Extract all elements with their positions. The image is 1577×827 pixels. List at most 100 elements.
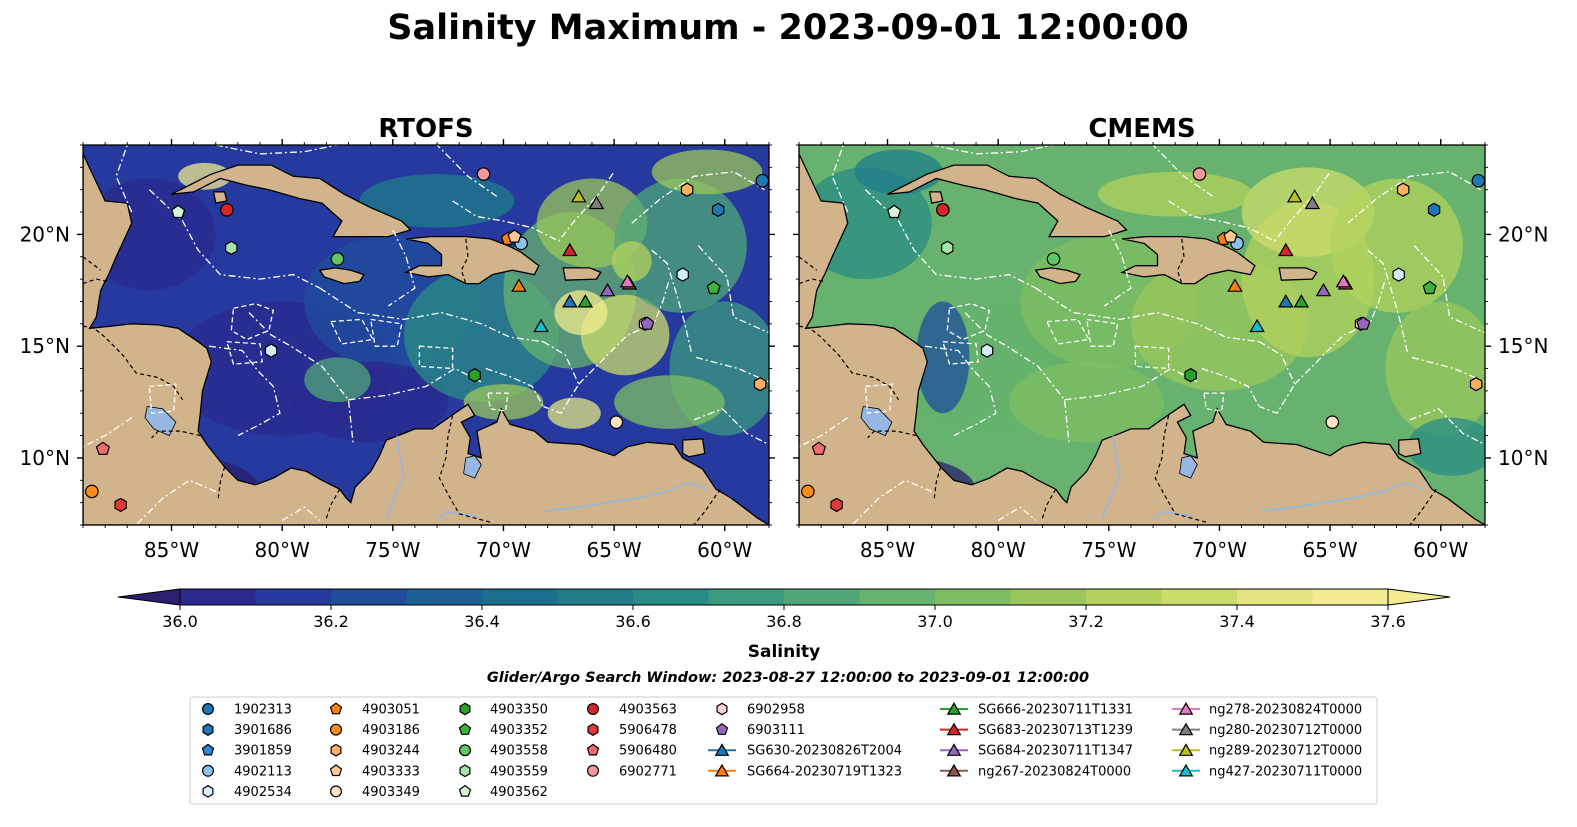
legend-marker (202, 702, 215, 715)
legend-label: 4903051 (362, 703, 420, 718)
legend-marker (330, 723, 343, 736)
legend-item: 4903350 (459, 702, 548, 718)
legend-marker (586, 764, 599, 777)
legend-label: 4903333 (362, 764, 420, 779)
x-tick-label: 70°W (1192, 538, 1247, 562)
platform-markers (801, 167, 1485, 513)
platform-marker-4903349 (609, 415, 624, 429)
legend-label: 3901686 (234, 723, 292, 738)
map-panel-cmems: 85°W 80°W 75°W 70°W 65°W 60°W 10°N 15°N 20°N CMEM… (793, 114, 1548, 562)
colorbar-segment (1237, 589, 1313, 605)
platform-marker-SG684-20230711T1347 (599, 282, 616, 297)
legend-label: 6902771 (619, 764, 677, 779)
platform-marker-4903244 (1469, 377, 1483, 392)
legend-marker (714, 763, 730, 777)
legend-item: ng280-20230712T0000 (1172, 722, 1362, 738)
legend-item: SG684-20230711T1347 (940, 743, 1133, 759)
platform-marker-4903352 (1422, 280, 1437, 295)
legend-item: 4903558 (459, 744, 548, 759)
platform-legend: 1902313 3901686 3901859 4902113 4902534 49030… (189, 696, 1378, 805)
legend-item: SG664-20230719T1323 (708, 763, 902, 779)
platform-marker-5906478 (114, 497, 127, 513)
platform-marker-SG664-20230719T1323 (511, 278, 527, 292)
legend-label: SG683-20230713T1239 (978, 723, 1133, 738)
colorbar-tick-label: 37.0 (917, 612, 953, 631)
figure-title: Salinity Maximum - 2023-09-01 12:00:00 (387, 8, 1188, 48)
legend-marker (946, 702, 962, 715)
legend-marker (459, 702, 471, 716)
platform-marker-4903559 (225, 240, 238, 255)
platform-marker-4903562 (887, 204, 902, 219)
legend-label: 1902313 (234, 703, 292, 718)
legend-label: 4903352 (490, 723, 548, 738)
axis-ticks: 85°W 80°W 75°W 70°W 65°W 60°W 10°N 15°N 20°N (20, 139, 775, 562)
colorbar-segment (935, 589, 1011, 605)
y-tick-label: 15°N (20, 334, 70, 358)
legend-marker (202, 785, 214, 798)
legend-marker (946, 763, 962, 777)
legend-marker (201, 743, 215, 756)
legend-marker (716, 702, 728, 716)
legend-marker (458, 784, 472, 797)
x-tick-label: 60°W (697, 538, 752, 562)
colorbar-extend-high (1387, 588, 1451, 606)
platform-marker-SG666-20230711T1331 (577, 294, 594, 308)
platform-marker-4903349 (1325, 415, 1340, 429)
colorbar-segment (1161, 589, 1238, 605)
legend-label: 3901859 (234, 744, 292, 759)
colorbar-tick-label: 36.4 (464, 612, 500, 631)
legend-marker (329, 702, 343, 715)
platform-marker-SG630-20230826T2004 (562, 294, 578, 308)
legend-marker (586, 743, 600, 756)
colorbar-segment (708, 589, 785, 605)
y-tick-label: 20°N (20, 222, 70, 246)
legend-marker (587, 723, 599, 736)
colorbar-tick-label: 37.4 (1219, 612, 1255, 631)
platform-marker-4903563 (220, 203, 234, 217)
map-frame (798, 144, 1486, 526)
legend-marker (202, 723, 214, 736)
platform-marker-ng427-20230711T0000 (1249, 318, 1265, 333)
colorbar-extend-low (117, 588, 181, 606)
panel-title-rtofs: RTOFS (378, 114, 473, 144)
platform-marker-SG664-20230719T1323 (1227, 278, 1243, 292)
colorbar-segment (1312, 589, 1389, 605)
platform-marker-4903244 (753, 377, 767, 392)
legend-marker (586, 702, 599, 715)
platform-marker-4903558 (330, 252, 345, 266)
legend-label: SG684-20230711T1347 (978, 744, 1133, 759)
legend-box (189, 696, 1378, 805)
x-tick-label: 85°W (860, 538, 915, 562)
colorbar-segment (482, 589, 558, 605)
legend-label: SG664-20230719T1323 (747, 764, 902, 779)
platform-marker-SG683-20230713T1239 (1278, 242, 1294, 257)
legend-item: 4903352 (458, 723, 548, 738)
legend-marker (330, 743, 342, 757)
legend-marker (1178, 743, 1194, 756)
platform-marker-4902534 (264, 343, 278, 358)
platform-marker-1902313 (1471, 173, 1485, 188)
legend-item: ng278-20230824T0000 (1172, 702, 1362, 718)
platform-marker-4902534 (676, 267, 689, 282)
legend-item: ng289-20230712T0000 (1172, 743, 1362, 759)
y-tick-label: 20°N (1498, 222, 1548, 246)
legend-item: 4903186 (330, 723, 420, 738)
colorbar-segment (255, 589, 332, 605)
legend-label: 4902534 (234, 785, 292, 800)
platform-markers (85, 167, 769, 513)
legend-item: 4902113 (202, 764, 292, 779)
panel-title-cmems: CMEMS (1088, 114, 1195, 144)
legend-label: 4903558 (490, 744, 548, 759)
legend-label: ng278-20230824T0000 (1209, 703, 1362, 718)
platform-marker-4903333 (1223, 229, 1238, 243)
legend-marker (330, 785, 343, 798)
y-tick-label: 10°N (1498, 446, 1548, 470)
colorbar-tick-label: 37.6 (1370, 612, 1406, 631)
platform-marker-4903244 (680, 182, 694, 197)
legend-label: ng427-20230711T0000 (1209, 764, 1362, 779)
legend-label: 4903559 (490, 764, 548, 779)
legend-item: 6903111 (715, 723, 805, 738)
platform-marker-4903352 (706, 280, 721, 295)
colorbar-segment (406, 589, 483, 605)
